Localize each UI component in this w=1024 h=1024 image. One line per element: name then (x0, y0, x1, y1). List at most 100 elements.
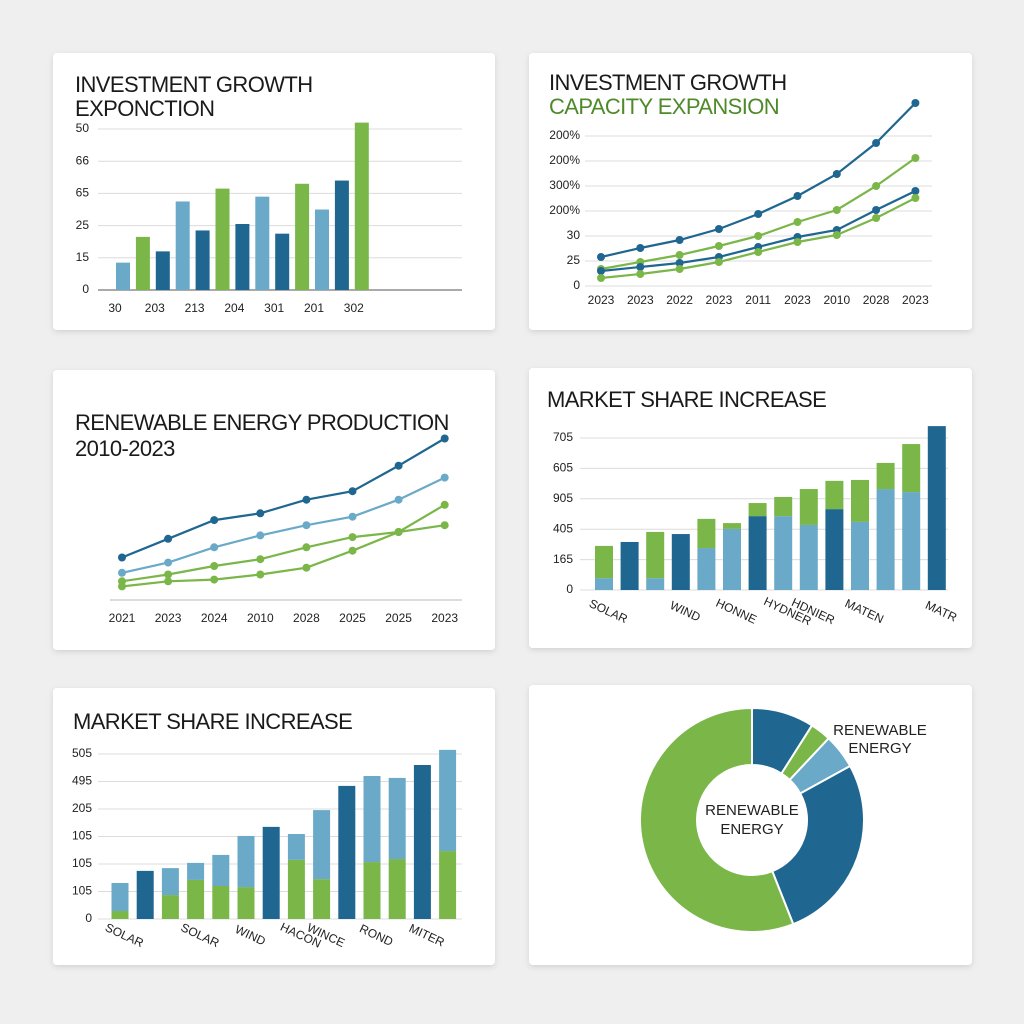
point (597, 274, 605, 282)
bar-segment (825, 480, 844, 510)
bar-segment (388, 859, 406, 919)
x-tick-label: 2025 (385, 611, 412, 625)
bar-segment (723, 528, 741, 590)
point (210, 575, 219, 584)
point (675, 259, 684, 267)
y-tick-label: 705 (553, 430, 573, 444)
x-tick-label: 302 (344, 301, 364, 315)
bar-segment (902, 492, 921, 590)
bar-segment (388, 777, 406, 860)
bar-segment (851, 521, 869, 590)
point (394, 528, 403, 536)
point (636, 270, 645, 278)
x-tick-label: 2023 (784, 293, 811, 307)
point (210, 543, 219, 552)
point (754, 232, 763, 240)
bar-segment (287, 859, 305, 919)
point (872, 182, 881, 190)
bar-segment (595, 578, 613, 590)
chart-title: INVESTMENT GROWTH (75, 72, 313, 97)
y-tick-label: 105 (72, 856, 92, 870)
bar-segment (825, 509, 844, 590)
point (636, 263, 645, 271)
x-tick-label: 2024 (201, 611, 228, 625)
bar-segment (595, 545, 613, 579)
point (793, 238, 802, 246)
point (348, 533, 357, 542)
bar (255, 196, 270, 290)
x-tick-label: 2028 (863, 293, 890, 307)
point (832, 231, 841, 239)
bar-segment (748, 516, 767, 590)
point (256, 531, 265, 540)
x-tick-label: 30 (108, 301, 122, 315)
point (210, 516, 219, 525)
point (911, 154, 920, 162)
point (675, 236, 684, 244)
x-tick-label: 2021 (109, 611, 136, 625)
bar-segment (902, 444, 921, 493)
bar (215, 188, 230, 290)
point (118, 568, 126, 577)
point (754, 248, 763, 256)
chart-title: MARKET SHARE INCREASE (73, 709, 352, 734)
center-label: RENEWABLE (705, 802, 799, 819)
point (911, 187, 920, 195)
bar-segment (927, 426, 946, 590)
bar (334, 180, 349, 290)
point (164, 534, 173, 543)
y-tick-label: 200% (549, 203, 580, 217)
bar (235, 224, 250, 290)
y-tick-label: 66 (76, 153, 90, 167)
chart-subtitle: 2010-2023 (75, 436, 175, 461)
bar (116, 262, 130, 290)
y-tick-label: 405 (553, 521, 573, 535)
point (256, 570, 265, 579)
x-tick-label: 301 (264, 301, 284, 315)
line (121, 437, 446, 559)
bar (175, 201, 190, 290)
bar-segment (212, 886, 230, 919)
x-tick-label: 2025 (339, 611, 366, 625)
point (754, 210, 763, 218)
x-tick-label: 203 (145, 301, 165, 315)
bar-segment (187, 879, 205, 919)
card (529, 685, 972, 965)
y-tick-label: 50 (76, 121, 90, 135)
bar-segment (748, 503, 767, 517)
point (872, 206, 881, 214)
point (394, 461, 403, 470)
point (440, 434, 449, 443)
point (118, 553, 126, 562)
point (911, 194, 920, 202)
bar-segment (262, 826, 280, 919)
y-tick-label: 105 (72, 884, 92, 898)
y-tick-label: 25 (76, 218, 90, 232)
slice-label: RENEWABLE (833, 722, 927, 739)
x-tick-label: 2023 (588, 293, 615, 307)
x-tick-label: 2022 (666, 293, 693, 307)
point (440, 500, 449, 509)
point (210, 562, 219, 570)
point (832, 206, 841, 214)
bar-segment (620, 541, 639, 590)
point (440, 473, 449, 482)
x-tick-label: 2028 (293, 611, 320, 625)
y-tick-label: 30 (567, 228, 581, 242)
bar-segment (363, 862, 381, 919)
chart-subtitle: CAPACITY EXPANSION (549, 94, 779, 119)
y-tick-label: 495 (72, 774, 92, 788)
bar-segment (111, 911, 129, 919)
point (675, 251, 684, 259)
point (597, 267, 605, 275)
point (394, 495, 403, 504)
y-tick-label: 165 (553, 552, 573, 566)
y-tick-label: 0 (85, 911, 92, 925)
point (302, 563, 311, 572)
y-tick-label: 505 (72, 746, 92, 760)
slice-label: ENERGY (848, 740, 911, 757)
chart-title: MARKET SHARE INCREASE (547, 387, 826, 412)
chart-subtitle: EXPONCTION (75, 96, 214, 121)
bar-segment (774, 516, 793, 590)
y-tick-label: 15 (76, 250, 90, 264)
